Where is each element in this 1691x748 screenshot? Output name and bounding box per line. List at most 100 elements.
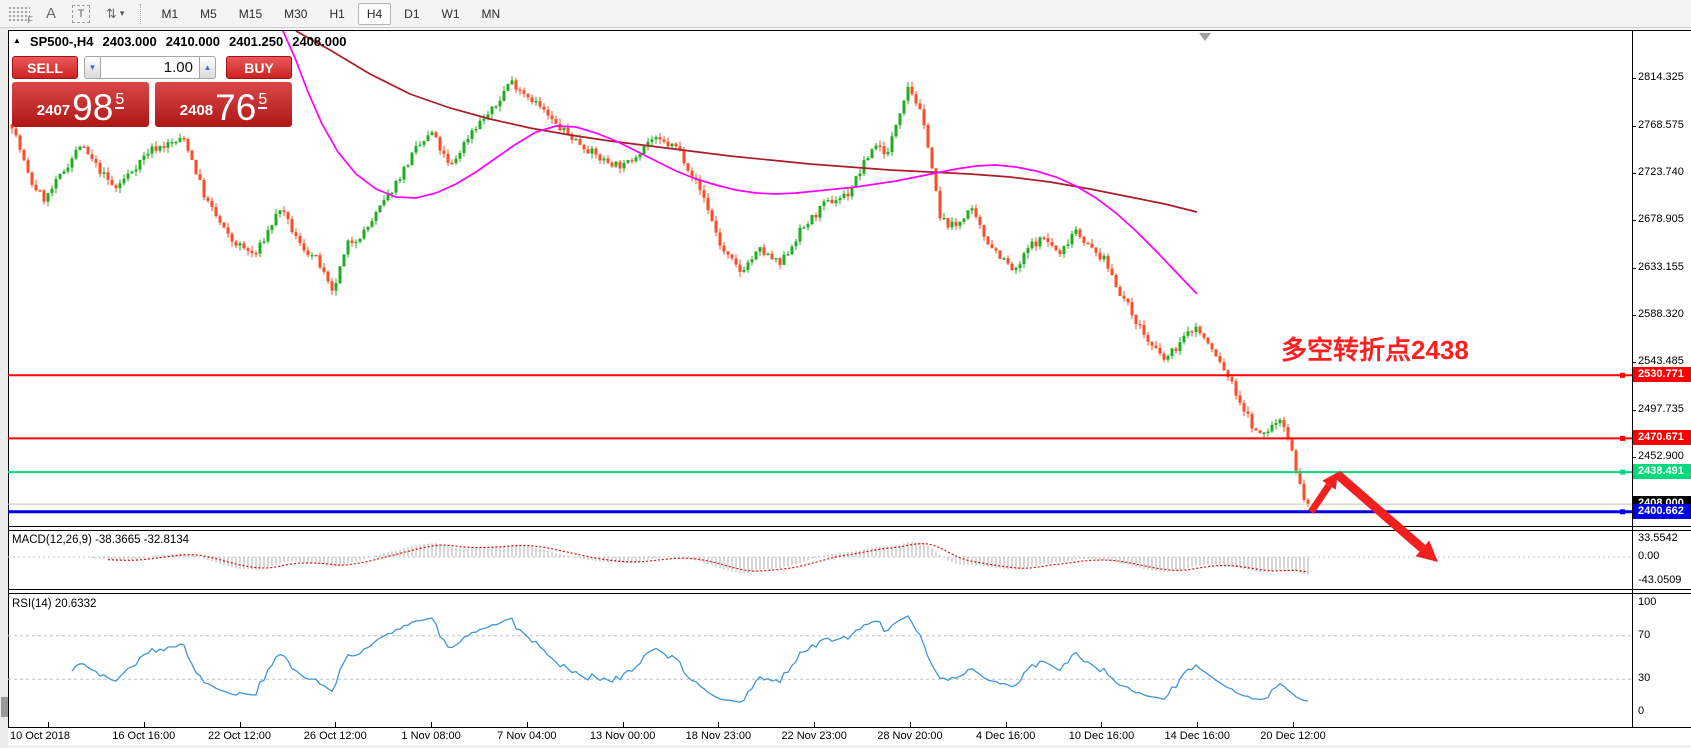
volume-decrease-button[interactable]: ▼ — [84, 56, 101, 79]
timeframe-button-M30[interactable]: M30 — [284, 6, 308, 21]
date-tickmark — [910, 722, 911, 727]
date-label: 22 Nov 23:00 — [781, 730, 847, 742]
open-value: 2403.000 — [102, 34, 157, 49]
timeframe-button-M15[interactable]: M15 — [238, 6, 263, 21]
price-axis-tick: 2543.485 — [1638, 355, 1684, 367]
chart-title: ▲ SP500-,H4 2403.000 2410.000 2401.250 2… — [13, 34, 346, 49]
close-value: 2408.000 — [292, 34, 347, 49]
timeframe-button-H1[interactable]: H1 — [329, 6, 345, 21]
symbol-label: SP500-,H4 — [29, 34, 94, 49]
timeframe-button-M5[interactable]: M5 — [200, 6, 217, 21]
pane-separator-macd-rsi-a[interactable] — [8, 589, 1691, 590]
date-label: 13 Nov 00:00 — [589, 730, 656, 742]
date-tickmark — [1293, 722, 1294, 727]
date-tickmark — [1101, 722, 1102, 727]
rsi-axis-label: 70 — [1638, 628, 1651, 641]
date-tickmark — [431, 722, 432, 727]
volume-increase-button[interactable]: ▲ — [199, 56, 216, 79]
collapse-panel-arrow[interactable]: ▲ — [13, 36, 21, 45]
price-axis-tickmark — [1632, 315, 1636, 316]
price-axis-tickmark — [1632, 362, 1636, 363]
price-axis-line — [1632, 30, 1633, 728]
price-axis-tick: 2814.325 — [1638, 70, 1684, 83]
buy-price-display[interactable]: 2408 76 5 — [155, 82, 292, 127]
chart-border-top — [8, 30, 1691, 31]
text-label-tool-icon[interactable]: A — [46, 5, 57, 22]
date-tickmark — [1197, 722, 1198, 727]
annotation-text[interactable]: 多空转折点2438 — [1281, 335, 1469, 365]
price-axis-tick: 2588.320 — [1638, 307, 1684, 320]
date-label: 14 Dec 16:00 — [1164, 730, 1230, 742]
timeframe-group: M1 M5 M15 M30 H1 H4 D1 W1 MN — [152, 2, 509, 25]
price-axis-tickmark — [1632, 457, 1636, 458]
price-axis-tick: 2678.905 — [1638, 212, 1684, 225]
toolbar: F A T ⇅ ▾ M1 M5 M15 M30 H1 H4 D1 W1 MN — [0, 0, 1691, 28]
text-tool-icon[interactable]: T — [72, 4, 91, 23]
date-label: 20 Dec 12:00 — [1260, 730, 1326, 742]
price-tag-2530.771: 2530.771 — [1633, 367, 1691, 383]
date-label: 22 Oct 12:00 — [208, 730, 272, 742]
date-tickmark — [623, 722, 624, 727]
price-axis-tickmark — [1632, 78, 1636, 79]
left-dock-handle[interactable] — [1, 697, 8, 717]
price-axis-tickmark — [1632, 268, 1636, 269]
high-value: 2410.000 — [165, 34, 220, 49]
price-axis-tickmark — [1632, 126, 1636, 127]
timeframe-button-D1[interactable]: D1 — [404, 6, 420, 21]
date-tickmark — [1006, 722, 1007, 727]
date-label: 7 Nov 04:00 — [497, 730, 557, 742]
date-tickmark — [144, 722, 145, 727]
timeframe-button-MN[interactable]: MN — [481, 6, 501, 21]
macd-axis-label: 33.5542 — [1638, 531, 1678, 544]
buy-price-big: 76 — [215, 87, 257, 128]
pane-separator-macd-rsi-b[interactable] — [8, 593, 1691, 594]
date-label: 26 Oct 12:00 — [303, 730, 367, 742]
price-axis-tick: 2497.735 — [1638, 402, 1684, 415]
date-label: 10 Dec 16:00 — [1068, 730, 1135, 742]
date-tickmark — [48, 722, 49, 727]
pane-separator-main-macd-a[interactable] — [8, 526, 1691, 527]
pane-separator-main-macd-b[interactable] — [8, 530, 1691, 531]
chart-border-left — [8, 30, 9, 728]
date-tickmark — [527, 722, 528, 727]
price-axis-tick: 2452.900 — [1638, 450, 1684, 462]
date-label: 4 Dec 16:00 — [976, 730, 1036, 742]
price-axis-tick: 2768.575 — [1638, 118, 1684, 131]
date-label: 18 Nov 23:00 — [685, 730, 752, 742]
price-axis-tickmark — [1632, 410, 1636, 411]
dropdown-caret-icon: ▾ — [119, 8, 125, 18]
timeframe-button-W1[interactable]: W1 — [441, 6, 460, 21]
buy-price-prefix: 2408 — [179, 102, 214, 119]
volume-input[interactable] — [101, 56, 199, 79]
low-value: 2401.250 — [228, 34, 284, 49]
timeframe-button-M1[interactable]: M1 — [161, 6, 179, 21]
date-label: 28 Nov 20:00 — [877, 730, 943, 742]
rsi-axis-label: 0 — [1638, 705, 1645, 717]
toolbar-grip-icon[interactable]: F — [8, 6, 33, 25]
rsi-axis-label: 100 — [1638, 596, 1657, 608]
buy-button[interactable]: BUY — [226, 56, 292, 79]
time-axis-line — [8, 727, 1691, 728]
sell-price-prefix: 2407 — [36, 102, 71, 119]
price-axis-tickmark — [1632, 173, 1636, 174]
sell-button[interactable]: SELL — [12, 56, 78, 79]
rsi-axis-label: 30 — [1638, 672, 1651, 685]
date-label: 10 Oct 2018 — [10, 730, 70, 742]
date-tickmark — [814, 722, 815, 727]
macd-axis-label: 0.00 — [1638, 550, 1660, 562]
macd-indicator-label: MACD(12,26,9) -38.3665 -32.8134 — [12, 534, 190, 546]
date-tickmark — [240, 722, 241, 727]
sort-arrows-icon: ⇅ — [106, 5, 117, 21]
price-axis-tickmark — [1632, 220, 1636, 221]
buy-price-sup: 5 — [258, 91, 268, 109]
rsi-indicator-label: RSI(14) 20.6332 — [12, 598, 97, 610]
price-tag-2400.662: 2400.662 — [1633, 503, 1691, 519]
sell-price-display[interactable]: 2407 98 5 — [12, 82, 149, 127]
toolbar-divider — [140, 3, 142, 24]
timeframe-button-H4[interactable]: H4 — [357, 2, 392, 25]
price-axis-tick: 2723.740 — [1638, 165, 1684, 178]
chart-background — [8, 29, 1691, 745]
objects-arrange-icon[interactable]: ⇅ ▾ — [106, 6, 124, 22]
